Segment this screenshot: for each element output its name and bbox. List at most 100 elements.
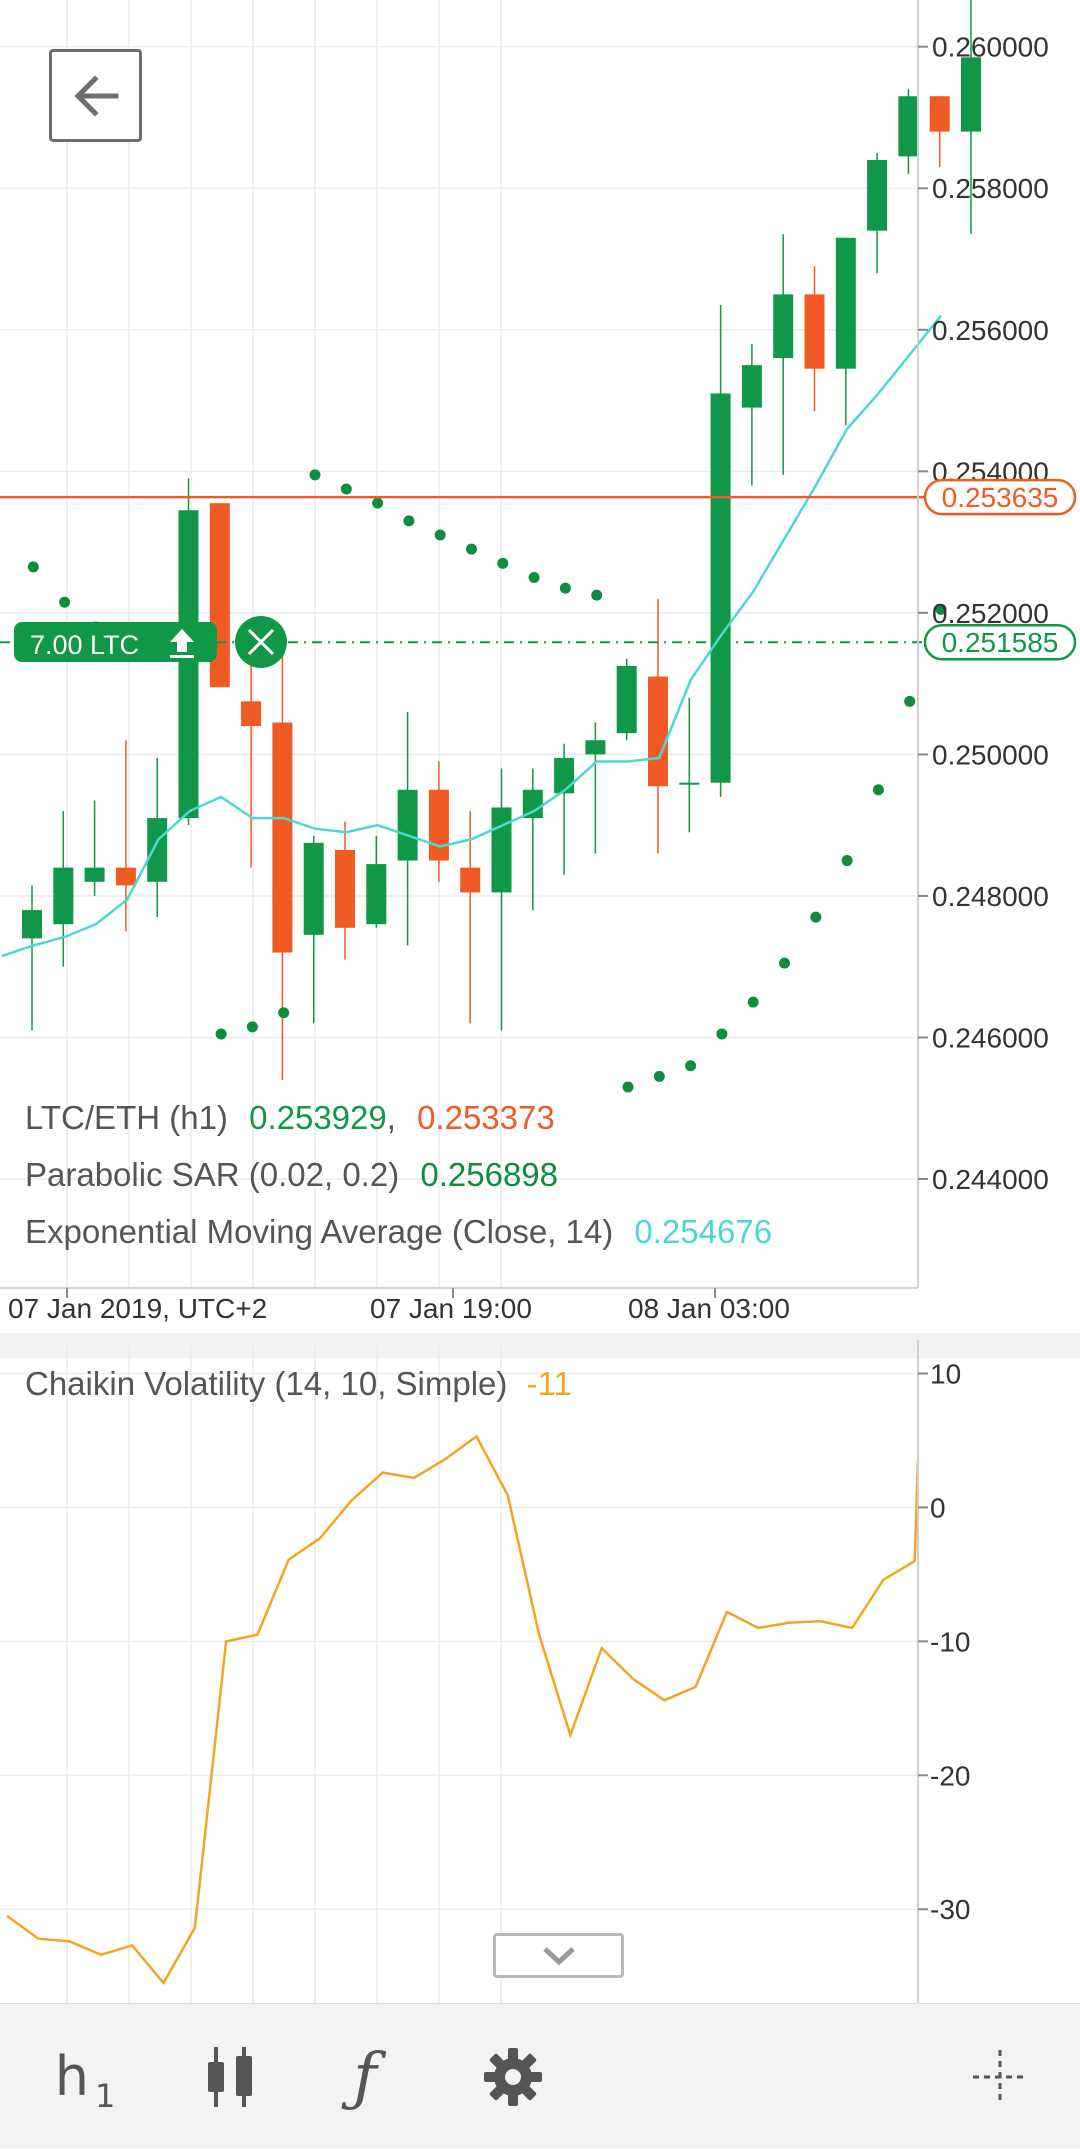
price-tick-label: 0.252000 [932,598,1049,629]
oscillator-value: -11 [526,1365,572,1402]
crosshair-icon [973,2049,1027,2104]
oscillator-tick-label: 0 [930,1492,946,1523]
oscillator-tick-label: 10 [930,1358,961,1389]
candle-down [115,867,136,886]
sar-dot [246,1021,258,1033]
sar-legend: Parabolic SAR (0.02, 0.2) 0.256898 [25,1156,558,1194]
candles [22,0,981,1080]
candlestick-icon [208,2046,252,2107]
sar-dot [622,1081,634,1093]
price-badge [923,478,1077,516]
sar-dot [591,589,603,601]
candle-down [428,789,449,861]
chart-type-button[interactable] [190,2004,270,2149]
candle-up [616,665,637,734]
price-tick-label: 0.248000 [932,881,1049,912]
back-arrow-icon [73,74,118,117]
close-position-button[interactable] [235,616,287,668]
time-axis: 07 Jan 2019, UTC+2 07 Jan 19:00 08 Jan 03:… [0,1287,918,1324]
price-tick-label: 0.250000 [932,739,1049,770]
sar-dot [434,529,446,541]
sar-dot [653,1070,665,1082]
candle-up [898,96,919,157]
candle-up [585,740,606,755]
sar-dot [810,911,822,923]
oscillator-axis: 10 0 -10 -20 -30 [917,1340,970,2003]
timeframe-sub: 1 [94,2076,116,2115]
candle-up [147,818,168,882]
collapse-panel-button[interactable] [493,1933,624,1978]
sar-dot [27,561,39,573]
price-tick-label: 0.244000 [932,1164,1049,1195]
price-badge-label: 0.251585 [942,627,1059,658]
sar-dot [841,855,853,867]
sar-dot [309,469,321,481]
ask-value: 0.253373 [417,1099,555,1136]
price-tick-label: 0.258000 [932,173,1049,204]
time-tick-label: 07 Jan 2019, UTC+2 [8,1293,267,1324]
price-badges: 0.253635 0.251585 [923,478,1077,661]
position-size-text: 7.00 LTC [30,630,139,660]
sar-dot [466,543,477,555]
candle-up [366,864,387,925]
oscillator-tick-label: -10 [930,1626,970,1657]
candle-up [773,294,794,359]
candle-down [241,701,262,727]
sar-dot [779,957,790,969]
time-tick-label: 08 Jan 03:00 [628,1293,790,1324]
sar-name: Parabolic SAR (0.02, 0.2) [25,1156,400,1193]
candle-up [710,393,731,783]
panel-separator[interactable] [0,1333,1080,1358]
sar-dot [904,695,916,707]
sar-dot [685,1060,697,1072]
candle-up [522,789,543,819]
back-button[interactable] [49,49,142,142]
parabolic-sar-dots [27,469,947,1093]
chevron-down-icon [542,1946,575,1965]
symbol-legend: LTC/ETH (h1) 0.253929, 0.253373 [25,1099,555,1137]
candle-up [741,365,762,408]
function-icon: ƒ [353,2039,377,2114]
price-tick-label: 0.246000 [932,1022,1049,1053]
chaikin-polyline [6,1434,920,1986]
crosshair-button[interactable] [960,2004,1040,2149]
candle-down [648,676,668,787]
settings-button[interactable] [473,2004,553,2149]
oscillator-name: Chaikin Volatility (14, 10, Simple) [25,1365,508,1402]
sar-dot [528,571,540,583]
candle-up [867,159,888,231]
price-badge [923,623,1077,661]
candle-up [84,867,105,882]
oscillator-tick-label: -30 [930,1894,970,1925]
main-grid [0,0,918,1288]
sar-dot [215,1028,227,1040]
candle-down [929,96,950,132]
sar-value: 0.256898 [420,1156,558,1193]
indicators-button[interactable]: ƒ [325,2004,405,2149]
upload-arrow-icon [170,629,194,658]
sar-dot [716,1028,728,1040]
candle-up [53,867,74,925]
candle-up [491,807,512,893]
position-label[interactable]: 7.00 LTC [14,622,217,662]
candle-down [272,722,293,953]
candle-down [335,849,355,928]
sar-dot [59,596,71,608]
sar-dot [340,483,352,495]
candle-down [460,867,481,893]
chaikin-volatility-chart[interactable]: 10 0 -10 -20 -30 [0,1340,1080,2003]
candle-up [554,757,575,794]
ema-line [1,314,942,958]
ema-polyline [1,314,942,958]
chaikin-volatility-line [6,1434,920,1986]
gear-icon [484,2047,542,2106]
main-price-chart[interactable]: 0.2600000.2580000.2560000.2540000.252000… [0,0,1080,1340]
sar-dot [278,1007,290,1019]
price-tick-label: 0.256000 [932,315,1049,346]
ema-value: 0.254676 [634,1213,773,1250]
time-tick-label: 07 Jan 19:00 [370,1293,532,1324]
sar-dot [872,784,884,796]
candle-up [303,842,324,935]
